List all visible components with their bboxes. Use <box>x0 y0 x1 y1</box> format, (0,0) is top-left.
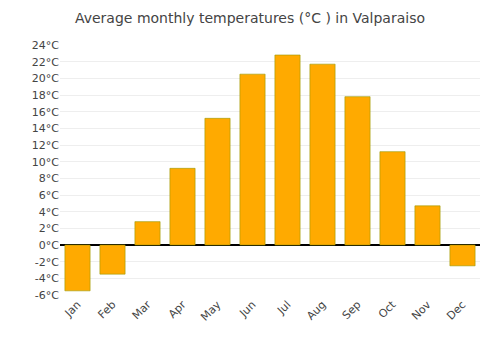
svg-text:Jul: Jul <box>274 298 293 317</box>
svg-text:-2°C: -2°C <box>35 256 59 269</box>
svg-text:Sep: Sep <box>340 298 364 322</box>
svg-text:Jan: Jan <box>62 298 84 320</box>
svg-text:14°C: 14°C <box>32 122 59 135</box>
svg-text:18°C: 18°C <box>32 89 59 102</box>
svg-text:Jun: Jun <box>236 298 258 320</box>
svg-text:-4°C: -4°C <box>35 272 59 285</box>
svg-text:Average monthly temperatures (: Average monthly temperatures (°C ) in Va… <box>75 10 425 26</box>
svg-text:2°C: 2°C <box>39 222 59 235</box>
svg-text:Feb: Feb <box>96 298 119 321</box>
svg-text:22°C: 22°C <box>32 56 59 69</box>
svg-text:-6°C: -6°C <box>35 289 59 302</box>
svg-text:May: May <box>198 298 224 324</box>
svg-text:12°C: 12°C <box>32 139 59 152</box>
svg-text:20°C: 20°C <box>32 72 59 85</box>
svg-text:Apr: Apr <box>166 298 189 321</box>
svg-text:6°C: 6°C <box>39 189 59 202</box>
svg-text:Mar: Mar <box>130 298 154 322</box>
svg-text:Oct: Oct <box>376 298 399 321</box>
svg-text:16°C: 16°C <box>32 106 59 119</box>
svg-text:Aug: Aug <box>304 298 328 322</box>
svg-text:Nov: Nov <box>409 298 434 323</box>
svg-text:24°C: 24°C <box>32 39 59 52</box>
svg-text:4°C: 4°C <box>39 206 59 219</box>
svg-text:8°C: 8°C <box>39 172 59 185</box>
svg-text:Dec: Dec <box>444 298 468 322</box>
svg-text:0°C: 0°C <box>39 239 59 252</box>
svg-text:10°C: 10°C <box>32 156 59 169</box>
